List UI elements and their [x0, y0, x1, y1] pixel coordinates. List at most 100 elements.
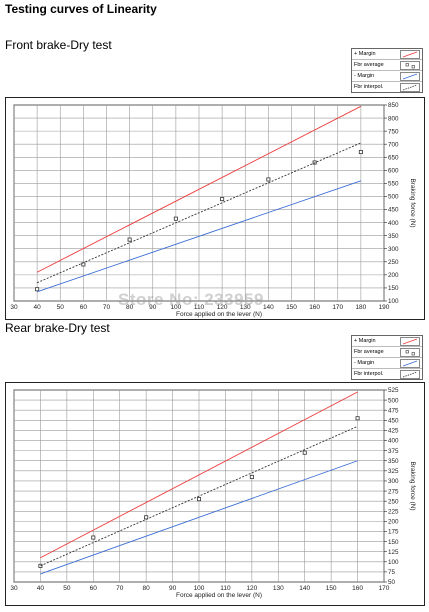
y-tick-label: 400 [388, 438, 399, 445]
front-chart-title: Front brake-Dry test [5, 38, 112, 52]
x-tick-label: 30 [10, 304, 18, 311]
y-tick-label: 425 [388, 428, 399, 435]
legend-label: + Margin [354, 51, 376, 57]
y-tick-label: 50 [388, 579, 396, 586]
data-point-marker [91, 535, 96, 540]
x-tick-label: 140 [263, 304, 274, 311]
x-tick-label: 190 [379, 304, 390, 311]
y-tick-label: 800 [388, 115, 399, 122]
x-tick-label: 90 [149, 304, 157, 311]
y-tick-label: 150 [388, 539, 399, 546]
legend-entry: Fbr average [352, 60, 422, 71]
y-tick-label: 100 [388, 559, 399, 566]
x-tick-label: 160 [309, 304, 320, 311]
y-tick-label: 450 [388, 418, 399, 425]
legend-swatch [400, 347, 420, 357]
y-tick-label: 700 [388, 141, 399, 148]
legend-marker [411, 351, 415, 355]
legend-entry: + Margin [352, 49, 422, 60]
y-tick-label: 300 [388, 478, 399, 485]
legend-label: Fbr interpol. [354, 371, 384, 377]
legend-entry: - Margin [352, 71, 422, 82]
legend-swatch [400, 60, 420, 70]
y-axis-label: Braking force (N) [409, 178, 416, 227]
legend-label: Fbr average [354, 62, 384, 68]
y-tick-label: 250 [388, 498, 399, 505]
x-axis-label: Force applied on the lever (N) [176, 592, 262, 599]
y-tick-label: 275 [388, 488, 399, 495]
legend-marker [405, 62, 409, 66]
data-point-marker [196, 497, 201, 502]
legend-entry: - Margin [352, 358, 422, 369]
x-tick-label: 60 [90, 585, 98, 592]
legend-swatch-graphic [402, 371, 418, 377]
x-tick-label: 50 [63, 585, 71, 592]
x-tick-label: 110 [220, 585, 231, 592]
x-tick-label: 130 [273, 585, 284, 592]
watermark-text: Store No: 233959 [118, 290, 264, 309]
y-tick-label: 400 [388, 220, 399, 227]
series-line [36, 180, 362, 293]
legend-swatch-graphic [402, 338, 418, 344]
y-tick-label: 250 [388, 259, 399, 266]
front-chart: 30 40 50 60 70 80 90 100 110 120 130 140 150 160 170 18… [5, 97, 425, 320]
x-tick-label: 60 [80, 304, 88, 311]
legend-swatch-graphic [405, 349, 415, 355]
rear-chart-svg: 30 40 50 60 70 80 90 100 110 120 130 140 150 160 17050… [10, 387, 416, 599]
series-line [40, 425, 358, 567]
legend-swatch [400, 71, 420, 81]
y-tick-label: 750 [388, 128, 399, 135]
y-tick-label: 300 [388, 246, 399, 253]
legend-marker [405, 349, 409, 353]
x-tick-label: 80 [143, 585, 151, 592]
x-tick-label: 100 [194, 585, 205, 592]
page-title: Testing curves of Linearity [5, 2, 157, 16]
legend-entry: Fbr interpol. [352, 369, 422, 379]
legend-swatch-graphic [402, 51, 418, 57]
x-tick-label: 160 [352, 585, 363, 592]
y-tick-label: 525 [388, 387, 399, 394]
legend-line [402, 84, 418, 90]
legend-label: + Margin [354, 338, 376, 344]
series-line [40, 460, 358, 575]
y-tick-label: 225 [388, 508, 399, 515]
y-tick-label: 500 [388, 194, 399, 201]
legend-line [402, 338, 418, 344]
x-tick-label: 40 [34, 304, 42, 311]
y-tick-label: 75 [388, 569, 396, 576]
x-tick-label: 40 [37, 585, 45, 592]
legend-line [402, 371, 418, 377]
y-tick-label: 175 [388, 529, 399, 536]
rear-chart: 30 40 50 60 70 80 90 100 110 120 130 140 150 160 170 50… [5, 382, 425, 606]
x-tick-label: 140 [299, 585, 310, 592]
legend-entry: Fbr average [352, 347, 422, 358]
front-chart-svg: 30 40 50 60 70 80 90 100 110 120 130 140 150 160 170 18… [10, 102, 416, 318]
legend-line [402, 51, 418, 57]
x-tick-label: 120 [217, 304, 228, 311]
legend-line [402, 360, 418, 366]
legend-swatch-graphic [405, 62, 415, 68]
x-tick-label: 150 [326, 585, 337, 592]
x-tick-label: 120 [246, 585, 257, 592]
legend-entry: + Margin [352, 336, 422, 347]
x-tick-label: 30 [10, 585, 18, 592]
x-tick-label: 70 [103, 304, 111, 311]
legend-label: - Margin [354, 73, 375, 79]
y-axis-label: Braking force (N) [409, 461, 416, 510]
y-tick-label: 375 [388, 448, 399, 455]
rear-chart-title: Rear brake-Dry test [5, 321, 110, 335]
x-tick-label: 70 [116, 585, 124, 592]
x-tick-label: 180 [355, 304, 366, 311]
legend-swatch [400, 336, 420, 346]
data-point-marker [35, 287, 40, 292]
data-point-marker [358, 150, 363, 155]
y-tick-label: 450 [388, 207, 399, 214]
y-tick-label: 850 [388, 102, 399, 109]
x-tick-label: 170 [332, 304, 343, 311]
legend-swatch [400, 49, 420, 59]
legend-swatch-graphic [402, 84, 418, 90]
legend-swatch-graphic [402, 73, 418, 79]
series-line [36, 142, 362, 284]
legend-line [402, 73, 418, 79]
y-tick-label: 200 [388, 519, 399, 526]
